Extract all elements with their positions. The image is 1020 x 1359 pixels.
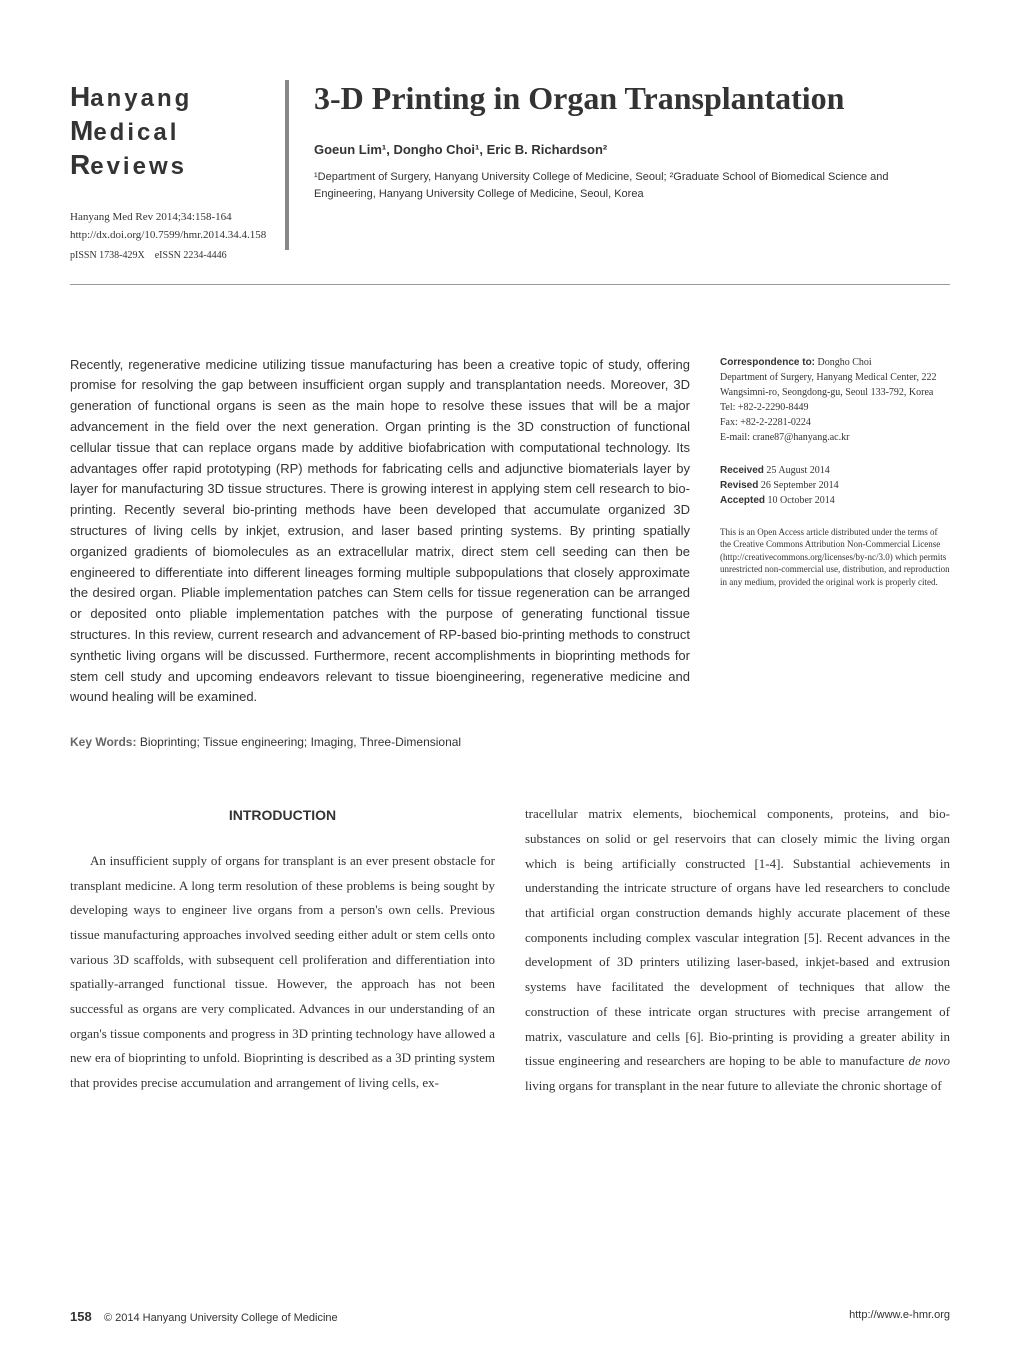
journal-line3-rest: eviews: [90, 153, 187, 180]
body-column2: tracellular matrix elements, biochemical…: [525, 802, 950, 1098]
vertical-divider: [285, 80, 289, 250]
eissn: eISSN 2234-4446: [155, 250, 227, 261]
footer: 158 © 2014 Hanyang University College of…: [70, 1309, 950, 1324]
journal-line1-rest: anyang: [90, 85, 192, 112]
abstract-section: Recently, regenerative medicine utilizin…: [70, 355, 950, 753]
column-left: INTRODUCTION An insufficient supply of o…: [70, 802, 495, 1098]
citation-ref: Hanyang Med Rev 2014;34:158-164: [70, 209, 285, 227]
journal-line2-first: M: [70, 115, 93, 146]
article-header: 3-D Printing in Organ Transplantation Go…: [314, 80, 950, 202]
correspondence-label: Correspondence to:: [720, 357, 815, 368]
abstract-block: Recently, regenerative medicine utilizin…: [70, 355, 690, 753]
sidebar: Correspondence to: Dongho Choi Departmen…: [720, 355, 950, 753]
journal-line2-rest: edical: [93, 119, 179, 146]
section-title: INTRODUCTION: [70, 802, 495, 829]
keywords-text: Bioprinting; Tissue engineering; Imaging…: [140, 735, 461, 749]
page-number: 158: [70, 1309, 92, 1324]
footer-url: http://www.e-hmr.org: [849, 1309, 950, 1324]
abstract-text: Recently, regenerative medicine utilizin…: [70, 355, 690, 709]
journal-block: Hanyang Medical Reviews Hanyang Med Rev …: [70, 80, 285, 264]
article-title: 3-D Printing in Organ Transplantation: [314, 80, 950, 117]
citation-block: Hanyang Med Rev 2014;34:158-164 http://d…: [70, 209, 285, 263]
correspondence-fax: Fax: +82-2-2281-0224: [720, 417, 811, 428]
affiliations: ¹Department of Surgery, Hanyang Universi…: [314, 169, 950, 202]
revised-date: 26 September 2014: [761, 480, 839, 491]
issn-line: pISSN 1738-429X eISSN 2234-4446: [70, 248, 285, 264]
correspondence-tel: Tel: +82-2-2290-8449: [720, 402, 809, 413]
correspondence-email: E-mail: crane87@hanyang.ac.kr: [720, 432, 849, 443]
main-content: INTRODUCTION An insufficient supply of o…: [70, 802, 950, 1098]
received-label: Received: [720, 465, 764, 476]
keywords-label: Key Words:: [70, 735, 136, 749]
header-container: Hanyang Medical Reviews Hanyang Med Rev …: [70, 80, 950, 264]
horizontal-divider: [70, 284, 950, 285]
revised-label: Revised: [720, 480, 758, 491]
citation-doi: http://dx.doi.org/10.7599/hmr.2014.34.4.…: [70, 227, 285, 245]
journal-title: Hanyang Medical Reviews: [70, 80, 285, 181]
body-column1: An insufficient supply of organs for tra…: [70, 849, 495, 1096]
pissn: pISSN 1738-429X: [70, 250, 145, 261]
copyright-text: © 2014 Hanyang University College of Med…: [104, 1312, 338, 1324]
dates-block: Received 25 August 2014 Revised 26 Septe…: [720, 463, 950, 508]
body-column2-italic: de novo: [908, 1053, 950, 1068]
received-date: 25 August 2014: [766, 465, 829, 476]
accepted-date: 10 October 2014: [768, 495, 835, 506]
accepted-label: Accepted: [720, 495, 765, 506]
license-text: This is an Open Access article distribut…: [720, 526, 950, 589]
correspondence-address: Department of Surgery, Hanyang Medical C…: [720, 372, 936, 398]
correspondence-block: Correspondence to: Dongho Choi Departmen…: [720, 355, 950, 445]
footer-left: 158 © 2014 Hanyang University College of…: [70, 1309, 338, 1324]
journal-line3-first: R: [70, 149, 90, 180]
body-column2-pre: tracellular matrix elements, biochemical…: [525, 806, 950, 1068]
correspondence-name: Dongho Choi: [818, 357, 872, 368]
authors: Goeun Lim¹, Dongho Choi¹, Eric B. Richar…: [314, 142, 950, 157]
keywords: Key Words: Bioprinting; Tissue engineeri…: [70, 733, 690, 752]
body-column2-post: living organs for transplant in the near…: [525, 1078, 942, 1093]
journal-line1-first: H: [70, 81, 90, 112]
column-right: tracellular matrix elements, biochemical…: [525, 802, 950, 1098]
